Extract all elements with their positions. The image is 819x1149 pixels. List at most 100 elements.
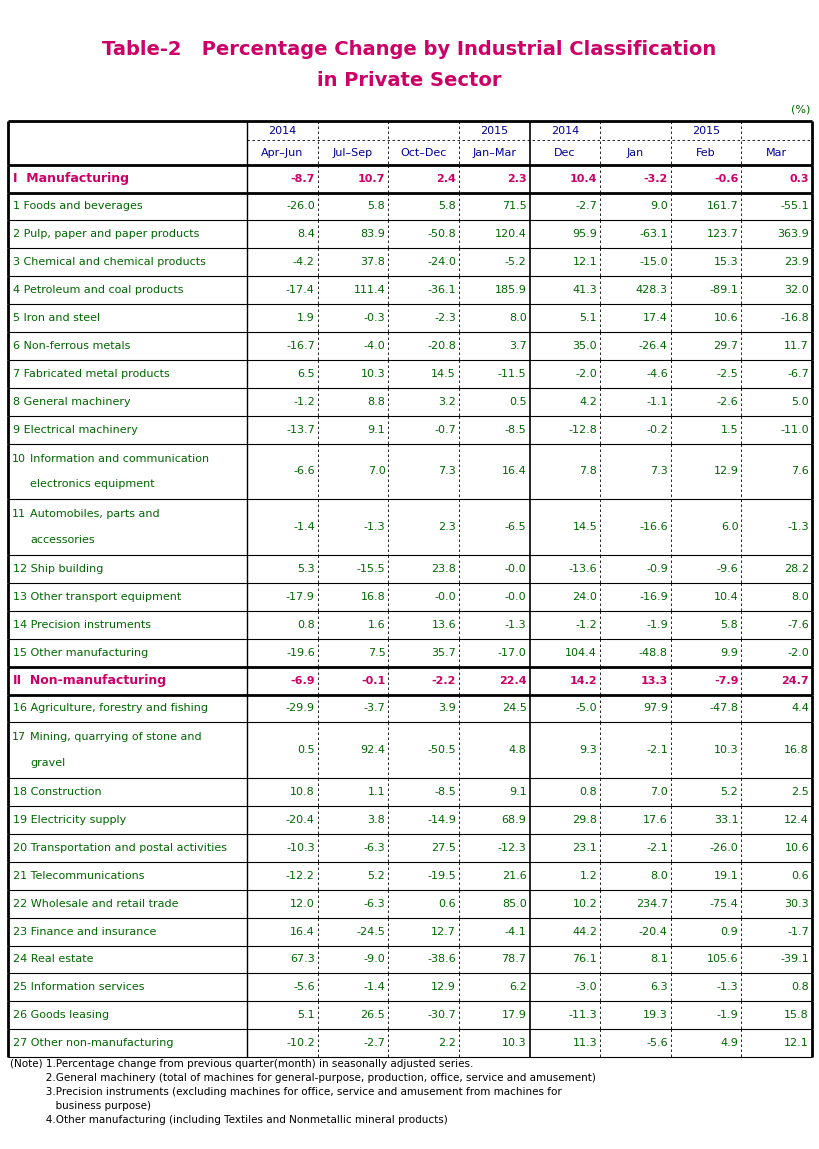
Text: 4 Petroleum and coal products: 4 Petroleum and coal products — [13, 285, 183, 295]
Text: -9.0: -9.0 — [364, 955, 386, 964]
Text: -48.8: -48.8 — [639, 648, 667, 657]
Text: -17.9: -17.9 — [286, 592, 314, 602]
Text: 0.9: 0.9 — [721, 926, 739, 936]
Text: -2.7: -2.7 — [575, 201, 597, 211]
Text: -1.7: -1.7 — [787, 926, 809, 936]
Text: 8.4: 8.4 — [296, 230, 314, 239]
Text: -19.6: -19.6 — [286, 648, 314, 657]
Text: 123.7: 123.7 — [707, 230, 739, 239]
Text: 10.3: 10.3 — [502, 1039, 527, 1048]
Text: 8 General machinery: 8 General machinery — [13, 396, 130, 407]
Text: 1 Foods and beverages: 1 Foods and beverages — [13, 201, 143, 211]
Text: Automobiles, parts and: Automobiles, parts and — [30, 509, 160, 519]
Text: -7.6: -7.6 — [787, 619, 809, 630]
Text: 1.9: 1.9 — [297, 313, 314, 323]
Text: 4.8: 4.8 — [509, 746, 527, 755]
Text: 105.6: 105.6 — [707, 955, 739, 964]
Text: -0.0: -0.0 — [505, 564, 527, 574]
Text: -16.6: -16.6 — [639, 522, 667, 532]
Text: 16.8: 16.8 — [360, 592, 386, 602]
Text: 2014: 2014 — [550, 125, 579, 136]
Text: 0.6: 0.6 — [438, 899, 456, 909]
Text: -0.6: -0.6 — [714, 173, 739, 184]
Text: -24.5: -24.5 — [356, 926, 386, 936]
Text: 12.0: 12.0 — [290, 899, 314, 909]
Text: in Private Sector: in Private Sector — [317, 71, 502, 90]
Text: 15 Other manufacturing: 15 Other manufacturing — [13, 648, 148, 657]
Text: 28.2: 28.2 — [784, 564, 809, 574]
Text: -2.0: -2.0 — [787, 648, 809, 657]
Text: -20.8: -20.8 — [427, 341, 456, 350]
Text: 8.0: 8.0 — [791, 592, 809, 602]
Text: -1.9: -1.9 — [646, 619, 667, 630]
Text: 8.0: 8.0 — [650, 871, 667, 881]
Text: -9.6: -9.6 — [717, 564, 739, 574]
Text: 76.1: 76.1 — [572, 955, 597, 964]
Text: 10.3: 10.3 — [714, 746, 739, 755]
Text: -4.2: -4.2 — [293, 257, 314, 268]
Text: -12.3: -12.3 — [498, 843, 527, 853]
Text: -30.7: -30.7 — [428, 1010, 456, 1020]
Text: 0.8: 0.8 — [297, 619, 314, 630]
Text: 17.4: 17.4 — [643, 313, 667, 323]
Text: 23 Finance and insurance: 23 Finance and insurance — [13, 926, 156, 936]
Text: 10: 10 — [12, 454, 26, 463]
Text: -2.1: -2.1 — [646, 843, 667, 853]
Text: 1.6: 1.6 — [368, 619, 386, 630]
Text: Mar: Mar — [766, 147, 787, 157]
Text: -26.0: -26.0 — [709, 843, 739, 853]
Text: -47.8: -47.8 — [709, 703, 739, 714]
Text: -10.2: -10.2 — [286, 1039, 314, 1048]
Text: 2 Pulp, paper and paper products: 2 Pulp, paper and paper products — [13, 230, 199, 239]
Text: -6.3: -6.3 — [364, 843, 386, 853]
Text: 1.5: 1.5 — [721, 425, 739, 434]
Text: -1.3: -1.3 — [364, 522, 386, 532]
Text: -8.5: -8.5 — [505, 425, 527, 434]
Text: -6.6: -6.6 — [293, 466, 314, 477]
Text: 22.4: 22.4 — [499, 676, 527, 686]
Text: -10.3: -10.3 — [286, 843, 314, 853]
Text: 5.1: 5.1 — [297, 1010, 314, 1020]
Text: 10.3: 10.3 — [360, 369, 386, 379]
Text: 12.1: 12.1 — [572, 257, 597, 268]
Text: -1.3: -1.3 — [717, 982, 739, 993]
Text: -8.5: -8.5 — [434, 787, 456, 797]
Text: 363.9: 363.9 — [777, 230, 809, 239]
Text: 5 Iron and steel: 5 Iron and steel — [13, 313, 100, 323]
Text: -13.7: -13.7 — [286, 425, 314, 434]
Text: 2015: 2015 — [480, 125, 509, 136]
Text: -39.1: -39.1 — [781, 955, 809, 964]
Text: 24 Real estate: 24 Real estate — [13, 955, 93, 964]
Text: -20.4: -20.4 — [286, 815, 314, 825]
Text: -6.9: -6.9 — [290, 676, 314, 686]
Text: 428.3: 428.3 — [636, 285, 667, 295]
Text: -5.0: -5.0 — [576, 703, 597, 714]
Text: -1.4: -1.4 — [293, 522, 314, 532]
Text: 9.3: 9.3 — [579, 746, 597, 755]
Text: -13.6: -13.6 — [568, 564, 597, 574]
Text: 11.7: 11.7 — [785, 341, 809, 350]
Text: Ⅰ  Manufacturing: Ⅰ Manufacturing — [13, 172, 129, 185]
Text: 12.1: 12.1 — [785, 1039, 809, 1048]
Text: 2.3: 2.3 — [438, 522, 456, 532]
Text: -50.8: -50.8 — [428, 230, 456, 239]
Text: 68.9: 68.9 — [502, 815, 527, 825]
Text: Apr–Jun: Apr–Jun — [261, 147, 304, 157]
Text: 104.4: 104.4 — [565, 648, 597, 657]
Text: 14.5: 14.5 — [432, 369, 456, 379]
Text: -29.9: -29.9 — [286, 703, 314, 714]
Text: 19 Electricity supply: 19 Electricity supply — [13, 815, 126, 825]
Text: -3.0: -3.0 — [576, 982, 597, 993]
Text: -0.1: -0.1 — [361, 676, 386, 686]
Text: 1.1: 1.1 — [368, 787, 386, 797]
Text: 29.8: 29.8 — [572, 815, 597, 825]
Text: 5.0: 5.0 — [791, 396, 809, 407]
Text: 41.3: 41.3 — [572, 285, 597, 295]
Text: 13.3: 13.3 — [640, 676, 667, 686]
Text: 9.9: 9.9 — [721, 648, 739, 657]
Text: Information and communication: Information and communication — [30, 454, 209, 463]
Text: -5.6: -5.6 — [293, 982, 314, 993]
Text: 7.0: 7.0 — [650, 787, 667, 797]
Text: -5.6: -5.6 — [646, 1039, 667, 1048]
Text: Mining, quarrying of stone and: Mining, quarrying of stone and — [30, 732, 201, 742]
